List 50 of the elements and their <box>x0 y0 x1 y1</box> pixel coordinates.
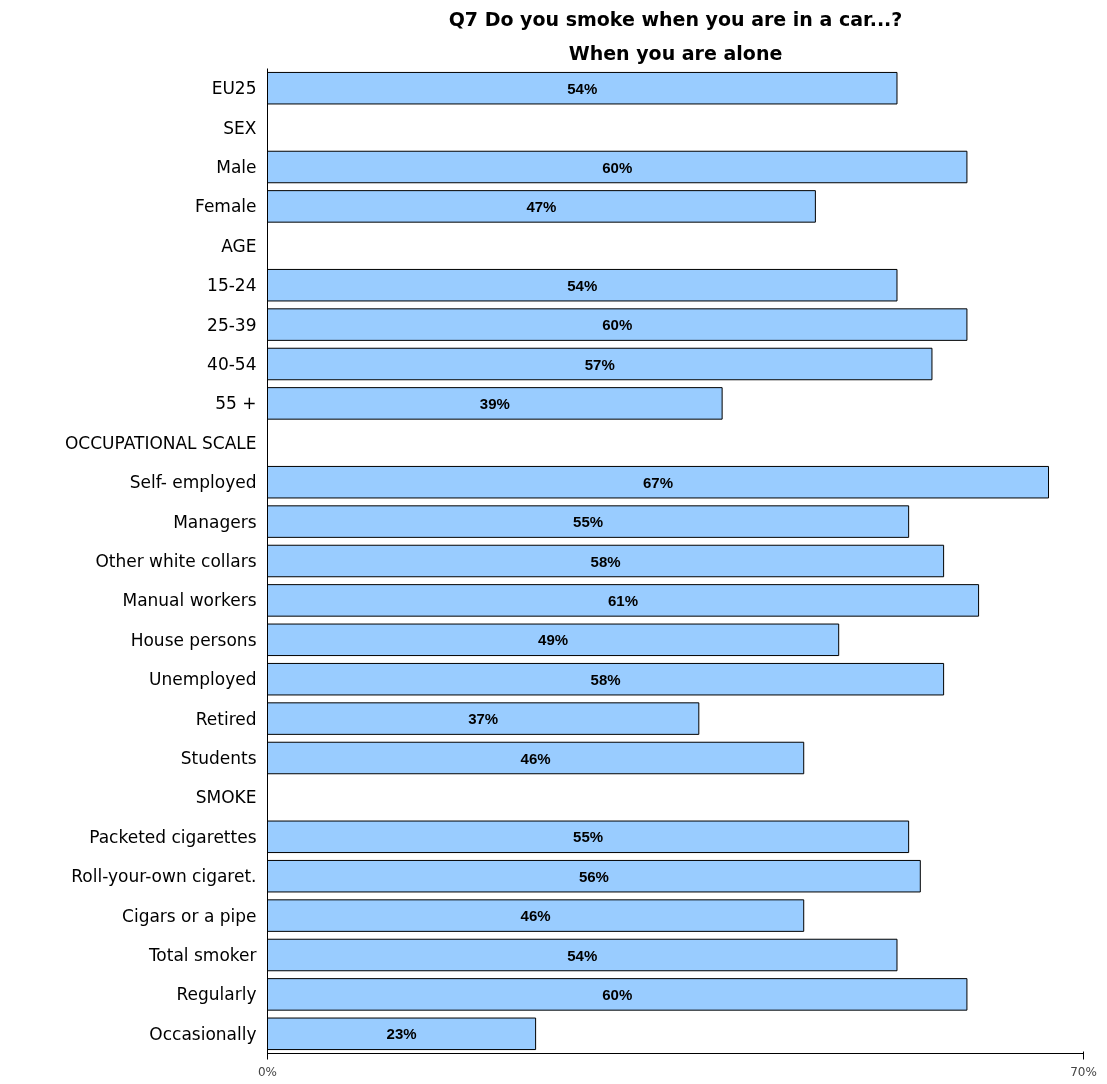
y-tick-label: 25-39 <box>207 314 257 335</box>
y-tick-label: Manual workers <box>122 590 257 611</box>
data-label: 61% <box>608 591 639 609</box>
data-label: 37% <box>468 710 499 728</box>
data-label: 58% <box>590 670 621 688</box>
y-tick-label: Packeted cigarettes <box>89 826 257 847</box>
data-label: 47% <box>526 197 557 215</box>
y-tick-label: 55 + <box>215 393 257 414</box>
y-tick-label: Students <box>180 748 257 768</box>
y-tick-label: Female <box>195 196 257 217</box>
data-label: 46% <box>520 749 551 767</box>
y-tick-label: Unemployed <box>149 669 257 690</box>
data-label: 56% <box>578 867 609 885</box>
y-tick-label: Self- employed <box>129 472 257 493</box>
data-label: 23% <box>386 1025 417 1043</box>
data-label: 39% <box>479 394 510 412</box>
y-tick-label: SMOKE <box>195 787 257 808</box>
data-label: 54% <box>567 276 598 294</box>
y-tick-label: AGE <box>221 235 257 256</box>
y-tick-label: 15-24 <box>207 275 257 296</box>
y-tick-label: Roll-your-own cigaret. <box>71 866 257 887</box>
y-tick-label: 40-54 <box>207 354 257 374</box>
chart-subtitle: When you are alone <box>568 41 783 64</box>
y-tick-label: Total smoker <box>147 945 257 965</box>
data-label: 55% <box>573 513 604 531</box>
data-label: 55% <box>573 828 604 846</box>
y-tick-label: Regularly <box>176 984 257 1005</box>
y-tick-label: OCCUPATIONAL SCALE <box>64 432 257 453</box>
y-tick-label: Managers <box>173 511 257 532</box>
data-label: 58% <box>590 552 621 570</box>
data-label: 60% <box>602 316 633 334</box>
y-tick-label: EU25 <box>211 78 257 99</box>
y-tick-label: Other white collars <box>95 551 257 571</box>
y-tick-label: Retired <box>195 708 257 729</box>
y-tick-label: SEX <box>223 117 257 138</box>
data-label: 60% <box>602 985 633 1003</box>
y-tick-label: Occasionally <box>149 1023 257 1044</box>
data-label: 60% <box>602 158 633 176</box>
data-label: 46% <box>520 907 551 925</box>
x-tick-label: 0% <box>257 1064 278 1079</box>
data-label: 54% <box>567 946 598 964</box>
x-tick-label: 70% <box>1070 1064 1097 1079</box>
data-label: 49% <box>538 631 569 649</box>
y-tick-label: House persons <box>130 629 257 650</box>
chart-title: Q7 Do you smoke when you are in a car...? <box>448 7 903 30</box>
data-label: 57% <box>584 355 615 373</box>
data-label: 67% <box>643 473 674 491</box>
data-label: 54% <box>567 79 598 97</box>
y-tick-label: Cigars or a pipe <box>122 905 257 926</box>
y-tick-label: Male <box>216 157 257 177</box>
